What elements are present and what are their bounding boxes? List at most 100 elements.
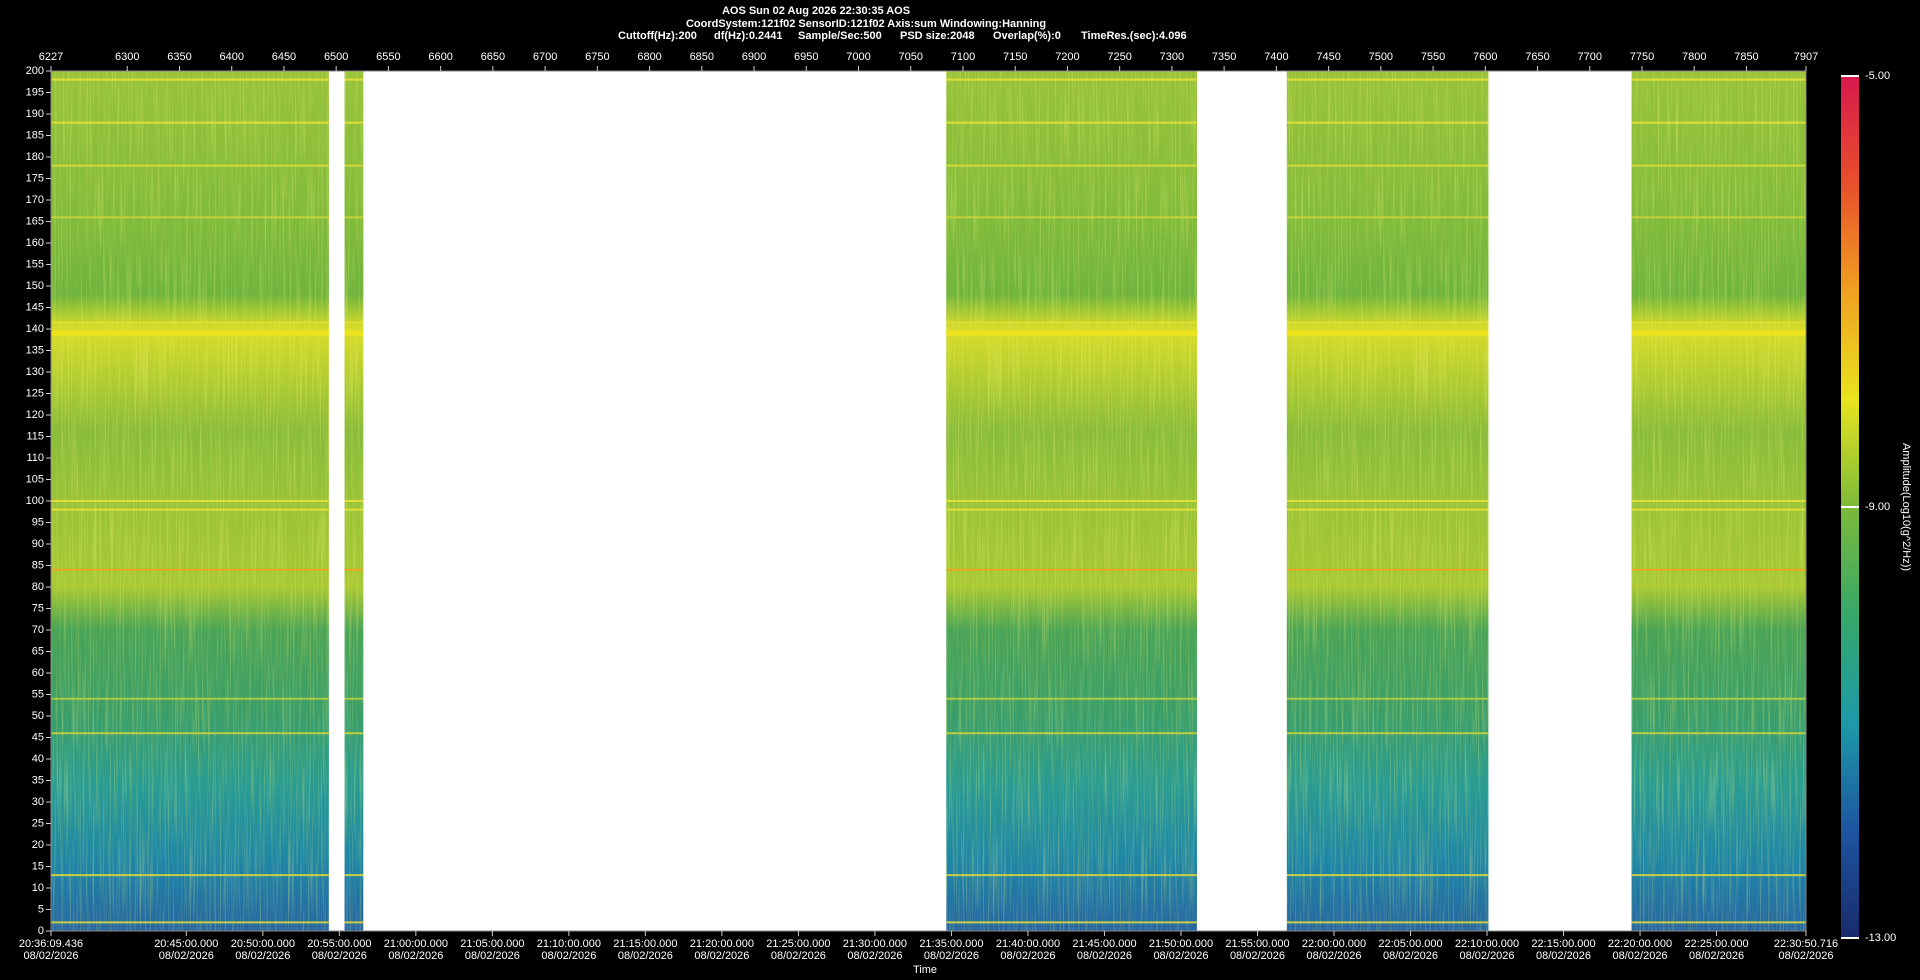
colorbar-tick-label: -9.00 — [1865, 501, 1890, 513]
x2-tick-label: 7300 — [1160, 51, 1184, 63]
x2-tick-label: 7100 — [951, 51, 975, 63]
x2-tick-label: 6900 — [742, 51, 766, 63]
x2-tick-label: 6750 — [585, 51, 609, 63]
x-tick-label: 21:15:00.000 — [613, 938, 677, 950]
x2-tick-label: 6450 — [272, 51, 296, 63]
y-tick-label: 25 — [32, 817, 44, 829]
x-tick-date: 08/02/2026 — [1778, 950, 1833, 962]
y-tick-label: 80 — [32, 581, 44, 593]
x2-tick-label: 6350 — [167, 51, 191, 63]
y-tick-label: 100 — [26, 495, 44, 507]
x-tick-date: 08/02/2026 — [1536, 950, 1591, 962]
x-tick-date: 08/02/2026 — [1383, 950, 1438, 962]
x-tick-label: 21:05:00.000 — [460, 938, 524, 950]
setting: PSD size:2048 — [900, 30, 975, 42]
y-tick-label: 155 — [26, 258, 44, 270]
x-tick-date: 08/02/2026 — [312, 950, 367, 962]
x-tick-label: 22:30:50.716 — [1774, 938, 1838, 950]
x2-tick-label: 7200 — [1055, 51, 1079, 63]
x-tick-date: 08/02/2026 — [618, 950, 673, 962]
y-tick-label: 110 — [26, 452, 44, 464]
y-tick-label: 15 — [32, 860, 44, 872]
x-tick-label: 22:15:00.000 — [1531, 938, 1595, 950]
y-tick-label: 190 — [26, 108, 44, 120]
y-tick-label: 150 — [26, 280, 44, 292]
x2-tick-label: 6850 — [690, 51, 714, 63]
x-tick-label: 20:36:09.436 — [19, 938, 83, 950]
x2-tick-label: 6800 — [637, 51, 661, 63]
title: AOS Sun 02 Aug 2026 22:30:35 AOS — [722, 5, 910, 17]
x-tick-date: 08/02/2026 — [159, 950, 214, 962]
x2-tick-label: 6950 — [794, 51, 818, 63]
y-tick-label: 75 — [32, 602, 44, 614]
x2-tick-label: 7550 — [1421, 51, 1445, 63]
y-tick-label: 200 — [26, 65, 44, 77]
x2-tick-label: 7000 — [846, 51, 870, 63]
y-tick-label: 195 — [26, 86, 44, 98]
y-tick-label: 130 — [26, 366, 44, 378]
y-tick-label: 175 — [26, 172, 44, 184]
x-tick-label: 20:45:00.000 — [154, 938, 218, 950]
x-tick-date: 08/02/2026 — [1077, 950, 1132, 962]
y-tick-label: 85 — [32, 559, 44, 571]
x2-tick-label: 7907 — [1794, 51, 1818, 63]
colorbar-tick-label: -5.00 — [1865, 70, 1890, 82]
y-tick-label: 5 — [38, 903, 44, 915]
x-axis-label: Time — [913, 964, 937, 976]
x-tick-label: 20:50:00.000 — [231, 938, 295, 950]
x2-tick-label: 7350 — [1212, 51, 1236, 63]
x2-tick-label: 6650 — [481, 51, 505, 63]
x-tick-label: 21:45:00.000 — [1072, 938, 1136, 950]
x2-tick-label: 6550 — [376, 51, 400, 63]
y-tick-label: 20 — [32, 839, 44, 851]
x-tick-label: 22:20:00.000 — [1608, 938, 1672, 950]
x-tick-label: 21:55:00.000 — [1225, 938, 1289, 950]
y-tick-label: 120 — [26, 409, 44, 421]
setting: Sample/Sec:500 — [798, 30, 882, 42]
y-tick-label: 105 — [26, 473, 44, 485]
x-tick-date: 08/02/2026 — [23, 950, 78, 962]
x2-tick-label: 7250 — [1107, 51, 1131, 63]
x-tick-date: 08/02/2026 — [541, 950, 596, 962]
x-tick-date: 08/02/2026 — [1000, 950, 1055, 962]
y-tick-label: 60 — [32, 667, 44, 679]
y-tick-label: 30 — [32, 796, 44, 808]
colorbar-label: Amplitude(Log10(g^2/Hz)) — [1900, 443, 1912, 571]
x-tick-label: 21:10:00.000 — [537, 938, 601, 950]
colorbar-tick-label: -13.00 — [1865, 932, 1896, 944]
y-tick-label: 180 — [26, 151, 44, 163]
x2-tick-label: 6700 — [533, 51, 557, 63]
x2-tick-label: 7850 — [1734, 51, 1758, 63]
y-tick-label: 70 — [32, 624, 44, 636]
y-tick-label: 160 — [26, 237, 44, 249]
x2-tick-label: 7450 — [1316, 51, 1340, 63]
setting: Overlap(%):0 — [993, 30, 1061, 42]
x-tick-label: 21:25:00.000 — [766, 938, 830, 950]
setting: TimeRes.(sec):4.096 — [1081, 30, 1187, 42]
x-tick-label: 20:55:00.000 — [307, 938, 371, 950]
x2-tick-label: 7700 — [1578, 51, 1602, 63]
y-tick-label: 90 — [32, 538, 44, 550]
x-tick-label: 21:35:00.000 — [919, 938, 983, 950]
y-tick-label: 40 — [32, 753, 44, 765]
y-tick-label: 55 — [32, 688, 44, 700]
x-tick-date: 08/02/2026 — [388, 950, 443, 962]
y-tick-label: 10 — [32, 882, 44, 894]
y-tick-label: 115 — [26, 430, 44, 442]
x2-tick-label: 6500 — [324, 51, 348, 63]
x-tick-label: 22:10:00.000 — [1455, 938, 1519, 950]
x2-tick-label: 7800 — [1682, 51, 1706, 63]
y-tick-label: 185 — [26, 129, 44, 141]
y-tick-label: 35 — [32, 774, 44, 786]
x2-tick-label: 7050 — [898, 51, 922, 63]
x-tick-date: 08/02/2026 — [1230, 950, 1285, 962]
x-tick-date: 08/02/2026 — [465, 950, 520, 962]
x-tick-label: 22:25:00.000 — [1684, 938, 1748, 950]
x-tick-label: 21:00:00.000 — [384, 938, 448, 950]
y-tick-label: 45 — [32, 731, 44, 743]
x-tick-label: 22:00:00.000 — [1302, 938, 1366, 950]
y-tick-label: 135 — [26, 344, 44, 356]
x-tick-label: 22:05:00.000 — [1378, 938, 1442, 950]
x-tick-date: 08/02/2026 — [1153, 950, 1208, 962]
y-tick-label: 170 — [26, 194, 44, 206]
